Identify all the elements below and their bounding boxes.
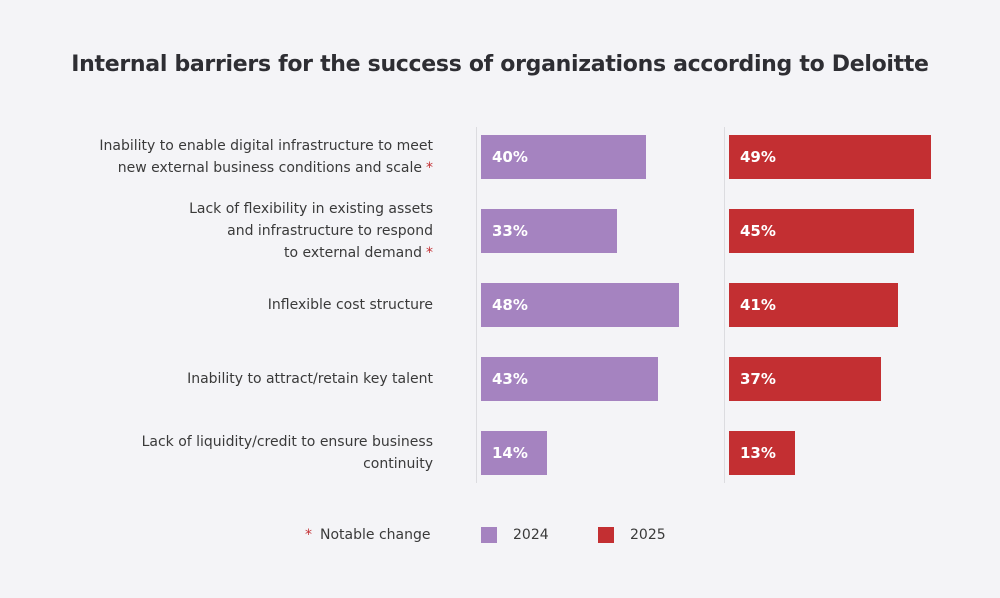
bar-value-label: 14%	[492, 444, 528, 462]
category-label-text: Inflexible cost structure	[267, 297, 433, 313]
category-label-line: Inflexible cost structure	[33, 294, 433, 316]
category-label-text: new external business conditions and sca…	[117, 160, 422, 176]
notable-asterisk: *	[426, 160, 433, 176]
bar-2024: 14%	[481, 431, 547, 475]
bar-2024: 40%	[481, 135, 646, 179]
category-label: Lack of flexibility in existing assets an…	[33, 198, 433, 264]
legend-swatch-2024	[481, 527, 497, 543]
category-label-text: Lack of flexibility in existing assets	[189, 201, 433, 217]
legend-2025: 2025	[598, 527, 666, 543]
notable-asterisk: *	[426, 245, 433, 261]
bar-value-label: 48%	[492, 296, 528, 314]
bar-2025: 13%	[729, 431, 795, 475]
category-label: Inability to attract/retain key talent	[33, 368, 433, 390]
bar-value-label: 33%	[492, 222, 528, 240]
category-label-line: Lack of flexibility in existing assets	[33, 198, 433, 220]
bar-value-label: 41%	[740, 296, 776, 314]
bar-2025: 49%	[729, 135, 931, 179]
category-label-line: Inability to attract/retain key talent	[33, 368, 433, 390]
divider-2025	[724, 127, 725, 483]
legend-label-2025: 2025	[630, 527, 666, 543]
legend-notable: * Notable change	[305, 527, 430, 543]
category-label-line: Inability to enable digital infrastructu…	[33, 135, 433, 157]
legend-label-2024: 2024	[513, 527, 549, 543]
category-label-line: new external business conditions and sca…	[33, 157, 433, 179]
category-label-text: Lack of liquidity/credit to ensure busin…	[141, 434, 433, 450]
bar-value-label: 13%	[740, 444, 776, 462]
bar-2025: 41%	[729, 283, 898, 327]
category-label: Inability to enable digital infrastructu…	[33, 135, 433, 179]
category-label-text: to external demand	[283, 245, 422, 261]
bar-2025: 37%	[729, 357, 882, 401]
legend-swatch-2025	[598, 527, 614, 543]
category-label-line: and infrastructure to respond	[33, 220, 433, 242]
bar-2024: 33%	[481, 209, 617, 253]
category-label-line: Lack of liquidity/credit to ensure busin…	[33, 431, 433, 453]
category-label-text: and infrastructure to respond	[227, 223, 433, 239]
legend-2024: 2024	[481, 527, 549, 543]
bar-value-label: 37%	[740, 370, 776, 388]
bar-value-label: 40%	[492, 148, 528, 166]
divider-2024	[476, 127, 477, 483]
category-label-text: Inability to enable digital infrastructu…	[99, 138, 433, 154]
category-label: Lack of liquidity/credit to ensure busin…	[33, 431, 433, 475]
bar-2025: 45%	[729, 209, 915, 253]
category-label: Inflexible cost structure	[33, 294, 433, 316]
bar-2024: 43%	[481, 357, 659, 401]
bar-value-label: 49%	[740, 148, 776, 166]
asterisk-marker: *	[305, 527, 312, 543]
category-label-text: continuity	[363, 456, 433, 472]
bar-2024: 48%	[481, 283, 679, 327]
category-label-text: Inability to attract/retain key talent	[187, 371, 433, 387]
chart-title: Internal barriers for the success of org…	[71, 52, 929, 77]
bar-value-label: 43%	[492, 370, 528, 388]
category-label-line: continuity	[33, 453, 433, 475]
bar-value-label: 45%	[740, 222, 776, 240]
legend-notable-label: Notable change	[320, 527, 431, 543]
category-label-line: to external demand *	[33, 242, 433, 264]
